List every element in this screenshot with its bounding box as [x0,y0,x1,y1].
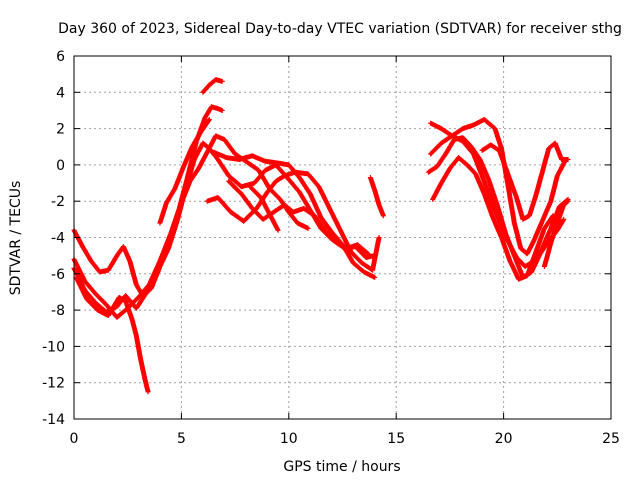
series-track-f [200,77,225,95]
y-tick-label: -4 [51,231,65,247]
series-markers [367,175,386,219]
series-markers [425,135,567,280]
x-tick-label: 15 [387,431,405,447]
series-track-o [430,155,565,282]
axis-ticks: -14 -12 -10 -8 -6 -4 -2 0 2 4 6 0 5 10 15 20 25 [42,49,620,447]
series-markers [157,117,212,226]
series-track-j [247,184,281,233]
y-tick-label: -12 [42,376,65,392]
chart-title: Day 360 of 2023, Sidereal Day-to-day VTE… [58,21,622,37]
series-track-k [367,175,386,219]
y-axis-label: SDTVAR / TECUs [8,181,24,296]
series-markers [430,155,565,282]
x-tick-label: 10 [280,431,298,447]
y-tick-label: -2 [51,194,65,210]
series-track-a [71,140,378,299]
x-tick-label: 20 [495,431,513,447]
series-track-p [479,140,571,222]
series-markers [479,140,571,222]
series-markers [73,274,151,395]
series-track-d [73,274,151,395]
x-axis-label: GPS time / hours [283,459,400,475]
data-points [71,77,571,395]
x-tick-label: 25 [602,431,620,447]
y-tick-label: 6 [56,49,65,65]
y-tick-label: -6 [51,267,65,283]
x-tick-label: 5 [177,431,186,447]
y-tick-label: 0 [56,158,65,174]
y-tick-label: 2 [56,122,65,138]
y-tick-label: -10 [42,339,65,355]
series-markers [200,77,225,95]
series-markers [541,198,571,269]
series-track-q [541,198,571,269]
x-tick-label: 0 [70,431,79,447]
y-tick-label: 4 [56,85,65,101]
series-markers [71,140,378,299]
y-tick-label: -14 [42,412,65,428]
series-track-n [425,135,567,280]
series-markers [247,184,281,233]
y-tick-label: -8 [51,303,65,319]
series-track-e [157,117,212,226]
